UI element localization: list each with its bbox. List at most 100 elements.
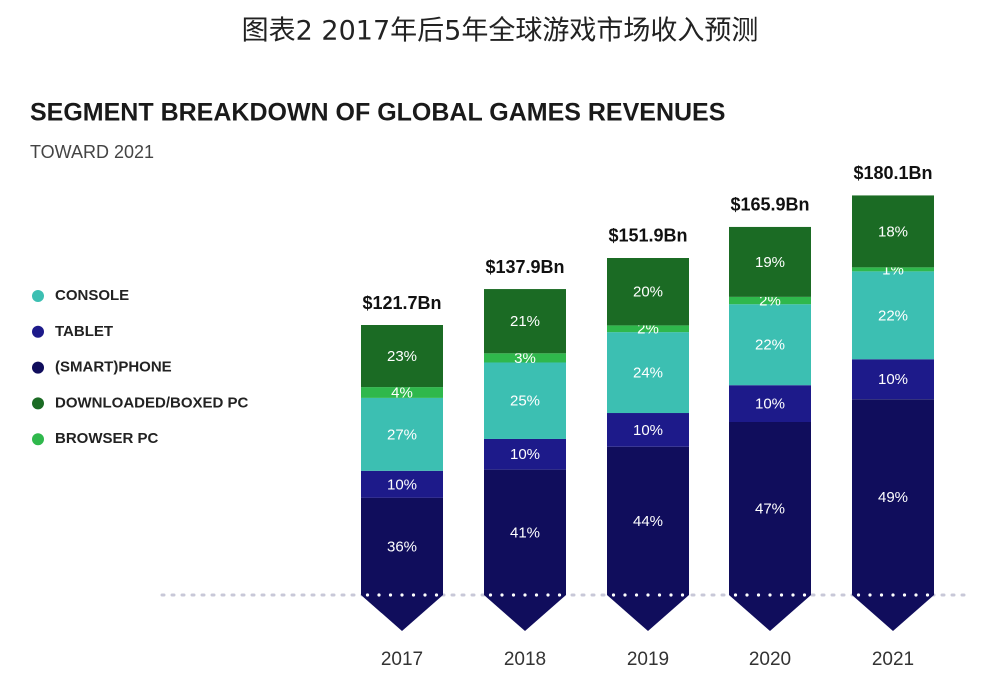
baseline-dot xyxy=(733,593,738,597)
baseline-dot xyxy=(434,593,439,597)
bar-segment xyxy=(607,446,689,631)
segment-label: 10% xyxy=(387,476,417,493)
bar-segment xyxy=(607,332,689,414)
baseline-dot xyxy=(546,593,550,597)
legend-label: CONSOLE xyxy=(55,287,129,304)
segment-label: 20% xyxy=(633,284,663,301)
baseline-dot xyxy=(669,593,673,597)
bar-segment xyxy=(361,397,443,471)
segment-label: 22% xyxy=(755,337,785,354)
x-tick-label: 2021 xyxy=(872,649,914,670)
segment-label: 22% xyxy=(878,307,908,324)
page-title: 图表2 2017年后5年全球游戏市场收入预测 xyxy=(242,16,759,47)
bar-segment xyxy=(484,289,566,354)
legend-swatch xyxy=(32,325,44,338)
baseline-dot xyxy=(791,593,795,597)
x-tick-label: 2019 xyxy=(627,649,669,670)
segment-label: 10% xyxy=(510,446,540,463)
baseline-dot xyxy=(634,593,639,597)
bar-segment xyxy=(484,469,566,631)
bar-segment xyxy=(361,387,443,398)
baseline-dot xyxy=(925,593,930,597)
x-tick-label: 2017 xyxy=(381,649,423,670)
baseline-dot xyxy=(365,593,370,597)
segment-label: 47% xyxy=(755,500,785,517)
baseline-dot xyxy=(500,593,504,597)
baseline-dot xyxy=(511,593,516,597)
segment-label: 44% xyxy=(633,513,663,530)
x-tick-label: 2020 xyxy=(749,649,791,670)
baseline-dot xyxy=(377,593,381,597)
segment-label: 23% xyxy=(387,348,417,365)
segment-label: 4% xyxy=(391,384,413,401)
legend-label: (SMART)PHONE xyxy=(55,359,172,376)
bar-segment xyxy=(852,359,934,400)
segment-label: 25% xyxy=(510,393,540,410)
baseline-dot xyxy=(657,593,662,597)
segment-label: 10% xyxy=(633,422,663,439)
baseline-dot xyxy=(856,593,861,597)
legend-swatch xyxy=(32,433,44,446)
segment-label: 3% xyxy=(514,350,536,367)
bar-segment xyxy=(361,470,443,498)
legend-swatch xyxy=(32,290,44,302)
baseline-dot xyxy=(891,593,895,597)
segment-label: 49% xyxy=(878,489,908,506)
total-label: $180.1Bn xyxy=(853,163,932,183)
chart-subtitle: TOWARD 2021 xyxy=(30,142,154,162)
total-label: $121.7Bn xyxy=(362,293,441,313)
bar-segment xyxy=(852,271,934,360)
bar-segment xyxy=(729,296,811,305)
total-label: $165.9Bn xyxy=(730,195,809,215)
segment-label: 27% xyxy=(387,426,417,443)
baseline-dot xyxy=(914,593,918,597)
baseline-dot xyxy=(423,593,427,597)
baseline-dot xyxy=(623,593,627,597)
bar-segment xyxy=(729,422,811,631)
baseline-dot xyxy=(756,593,761,597)
segment-label: 18% xyxy=(878,223,908,240)
bar-segment xyxy=(361,325,443,388)
segment-label: 19% xyxy=(755,254,785,271)
baseline-dot xyxy=(388,593,393,597)
bar-segment xyxy=(852,195,934,268)
segment-label: 36% xyxy=(387,538,417,555)
baseline-dot xyxy=(411,593,416,597)
baseline-dot xyxy=(779,593,784,597)
bar-segment xyxy=(607,257,689,326)
chart-title: SEGMENT BREAKDOWN OF GLOBAL GAMES REVENU… xyxy=(30,99,725,127)
bar-segment xyxy=(729,304,811,386)
bar-segment xyxy=(484,438,566,470)
baseline-dot xyxy=(745,593,749,597)
bar-segment xyxy=(729,226,811,297)
bar-segment xyxy=(607,413,689,447)
bar-segment xyxy=(729,385,811,423)
baseline-dot xyxy=(879,593,884,597)
segment-label: 10% xyxy=(878,371,908,388)
legend-label: TABLET xyxy=(55,323,113,340)
legend-swatch xyxy=(32,397,44,410)
bar-segment xyxy=(852,267,934,272)
baseline-dot xyxy=(868,593,872,597)
legend-swatch xyxy=(32,361,44,374)
segment-label: 41% xyxy=(510,524,540,541)
segment-label: 24% xyxy=(633,365,663,382)
segment-label: 21% xyxy=(510,313,540,330)
baseline-dot xyxy=(646,593,650,597)
baseline-dot xyxy=(611,593,616,597)
baseline-dot xyxy=(768,593,772,597)
baseline-dot xyxy=(534,593,539,597)
bar-segment xyxy=(361,497,443,631)
baseline-dot xyxy=(557,593,562,597)
bar-segment xyxy=(852,399,934,631)
baseline-dot xyxy=(488,593,493,597)
total-label: $137.9Bn xyxy=(485,257,564,277)
baseline-dot xyxy=(802,593,807,597)
bar-segment xyxy=(607,325,689,333)
legend-label: DOWNLOADED/BOXED PC xyxy=(55,394,249,411)
x-tick-label: 2018 xyxy=(504,649,546,670)
legend-label: BROWSER PC xyxy=(55,430,159,447)
baseline-dot xyxy=(523,593,527,597)
